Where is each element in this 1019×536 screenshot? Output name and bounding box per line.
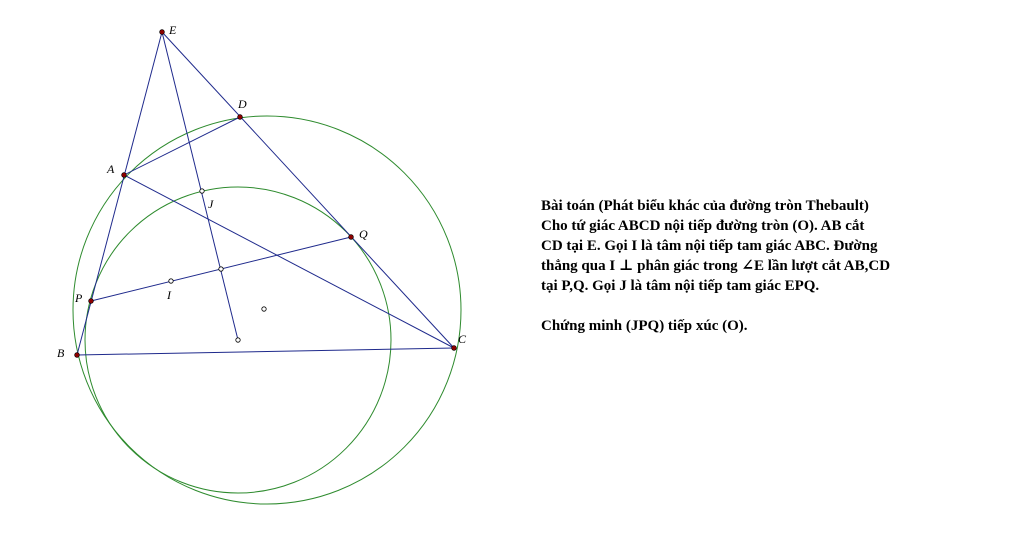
point-C [451,345,457,351]
circle-O [72,115,462,505]
problem-conclusion: Chứng minh (JPQ) tiếp xúc (O). [541,318,748,334]
label-E: E [168,23,177,37]
point-D [237,114,243,120]
circle-JPQ [84,186,392,494]
hollow-points [168,188,267,343]
point-E [159,29,165,35]
segment-EB [76,31,163,356]
problem-text-line-3: CD tại E. Gọi I là tâm nội tiếp tam giác… [541,238,878,254]
point-O-center [261,306,267,312]
label-P: P [74,291,83,305]
point-bisector-PQ-intersection [218,266,224,272]
problem-text-line-4: thẳng qua I ⊥ phân giác trong ∠E lần lượ… [541,258,891,274]
label-C: C [458,332,467,346]
problem-text-line-2: Cho tứ giác ABCD nội tiếp đường tròn (O)… [541,218,865,234]
point-Q [348,234,354,240]
point-J [199,188,205,194]
segments [76,31,455,356]
segment-AC [123,174,455,349]
segment-BC [76,347,455,356]
label-J: J [208,197,214,211]
label-B: B [57,346,65,360]
problem-title: Bài toán (Phát biểu khác của đường tròn … [541,198,869,214]
point-B [74,352,80,358]
point-A [121,172,127,178]
segment-E-bisector [161,31,239,341]
problem-text-line-5: tại P,Q. Gọi J là tâm nội tiếp tam giác … [541,278,820,294]
segment-EC [161,31,455,349]
point-I [168,278,174,284]
label-I: I [166,288,172,302]
label-A: A [106,162,115,176]
problem-statement: Bài toán (Phát biểu khác của đường tròn … [541,196,981,336]
label-D: D [237,97,247,111]
solid-points [74,29,457,358]
label-Q: Q [359,227,368,241]
point-labels: E D A J Q P I B C [57,23,467,360]
point-bisector-end [235,337,241,343]
circles [72,115,462,505]
paragraph-gap [541,296,981,316]
point-P [88,298,94,304]
segment-AD [123,116,241,176]
